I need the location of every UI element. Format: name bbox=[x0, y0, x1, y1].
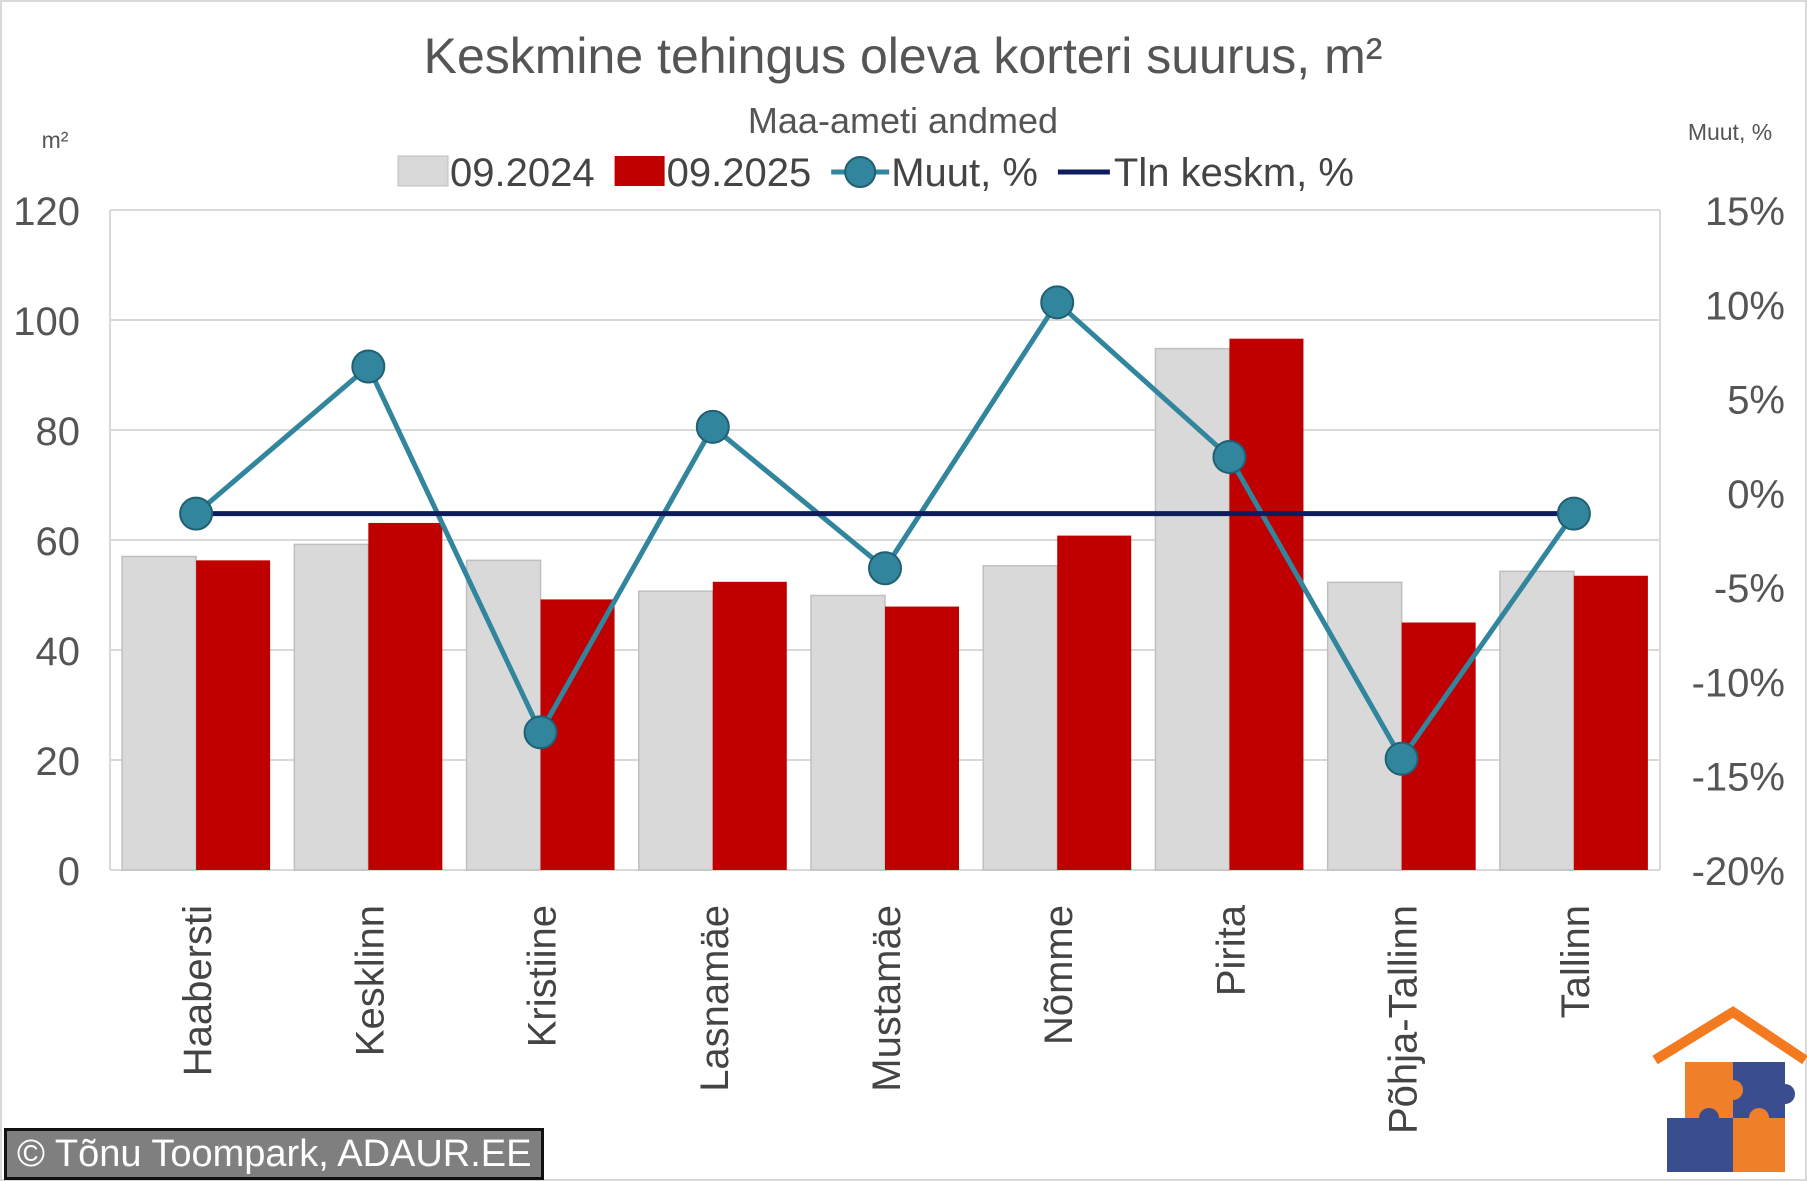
y-tick-left-label: 20 bbox=[36, 740, 81, 784]
bar bbox=[712, 581, 787, 870]
bar bbox=[1326, 581, 1403, 871]
y-tick-left-label: 40 bbox=[36, 630, 81, 674]
credit-badge: © Tõnu Toompark, ADAUR.EE bbox=[4, 1128, 545, 1180]
logo-roof bbox=[1652, 1006, 1807, 1065]
bar bbox=[1057, 535, 1132, 870]
bar bbox=[982, 565, 1058, 871]
y-tick-right-label: 10% bbox=[1705, 284, 1785, 328]
bar bbox=[293, 543, 370, 871]
legend-swatch bbox=[614, 156, 665, 186]
y-tick-right-label: 15% bbox=[1705, 190, 1785, 234]
legend-marker bbox=[844, 156, 877, 188]
y-tick-right-label: -5% bbox=[1714, 567, 1785, 611]
category-labels: Haabersti Kesklinn Kristiine Lasnamäe Mustam… bbox=[176, 904, 1598, 1134]
logo-piece-knob bbox=[1775, 1084, 1795, 1104]
chart-subtitle: Maa-ameti andmed bbox=[748, 100, 1058, 141]
legend-label: Tln keskm, % bbox=[1114, 151, 1354, 195]
bar bbox=[465, 559, 542, 871]
bar bbox=[1229, 338, 1304, 870]
bar bbox=[810, 594, 886, 871]
logo-piece-navy bbox=[1667, 1118, 1733, 1172]
bar bbox=[196, 560, 271, 870]
y-tick-right-label: -15% bbox=[1692, 756, 1785, 800]
y-tick-right-label: -10% bbox=[1692, 661, 1785, 705]
logo-piece-knob bbox=[1723, 1080, 1743, 1100]
bar bbox=[1154, 347, 1231, 871]
legend-label: Muut, % bbox=[891, 151, 1038, 195]
y-tick-right-label: 0% bbox=[1727, 473, 1785, 517]
category-label: Tallinn bbox=[1554, 905, 1598, 1018]
bar bbox=[121, 555, 197, 871]
legend-swatch bbox=[397, 155, 449, 187]
category-label: Kristiine bbox=[521, 905, 565, 1047]
category-label: Nõmme bbox=[1037, 905, 1081, 1045]
y-tick-left-label: 80 bbox=[36, 410, 81, 454]
y-axis-right-ticks: -20% -15% -10% -5% 0% 5% 10% 15% bbox=[1692, 190, 1785, 894]
lines bbox=[179, 285, 1591, 776]
bar bbox=[1401, 622, 1476, 870]
y-tick-left-label: 0 bbox=[58, 850, 80, 894]
bar bbox=[1499, 570, 1575, 871]
change-point bbox=[351, 349, 386, 384]
category-label: Lasnamäe bbox=[693, 905, 737, 1092]
y-axis-left-label: m² bbox=[42, 127, 69, 153]
y-tick-left-label: 60 bbox=[36, 520, 81, 564]
bars bbox=[121, 338, 1648, 871]
bar bbox=[638, 590, 714, 871]
legend-label: 09.2025 bbox=[667, 151, 812, 195]
y-tick-left-label: 100 bbox=[13, 300, 80, 344]
change-point bbox=[523, 715, 558, 750]
change-point bbox=[695, 409, 730, 444]
change-point bbox=[1212, 440, 1247, 475]
change-point bbox=[868, 551, 902, 586]
change-point bbox=[1384, 741, 1419, 776]
legend-label: 09.2024 bbox=[450, 151, 595, 195]
y-axis-right-label: Muut, % bbox=[1688, 119, 1772, 145]
y-tick-right-label: 5% bbox=[1727, 379, 1785, 423]
chart-title: Keskmine tehingus oleva korteri suurus, … bbox=[424, 28, 1383, 84]
category-label: Mustamäe bbox=[865, 905, 909, 1092]
category-label: Kesklinn bbox=[348, 905, 392, 1056]
bar bbox=[368, 522, 443, 870]
category-label: Haabersti bbox=[176, 905, 220, 1076]
logo-piece-knob bbox=[1749, 1108, 1769, 1128]
y-tick-left-label: 120 bbox=[13, 190, 80, 234]
change-point bbox=[1040, 285, 1075, 320]
legend: 09.2024 09.2025 Muut, % Tln keskm, % bbox=[397, 151, 1354, 195]
logo-piece-knob bbox=[1699, 1108, 1719, 1128]
y-axis-left-ticks: 0 20 40 60 80 100 120 bbox=[13, 190, 80, 894]
change-point bbox=[1556, 496, 1591, 531]
bar bbox=[1573, 575, 1648, 870]
y-tick-right-label: -20% bbox=[1692, 850, 1785, 894]
bar bbox=[885, 606, 959, 870]
change-point bbox=[179, 496, 214, 531]
category-label: Põhja-Tallinn bbox=[1382, 905, 1426, 1134]
house-puzzle-logo bbox=[1652, 1006, 1807, 1172]
category-label: Pirita bbox=[1209, 904, 1253, 996]
